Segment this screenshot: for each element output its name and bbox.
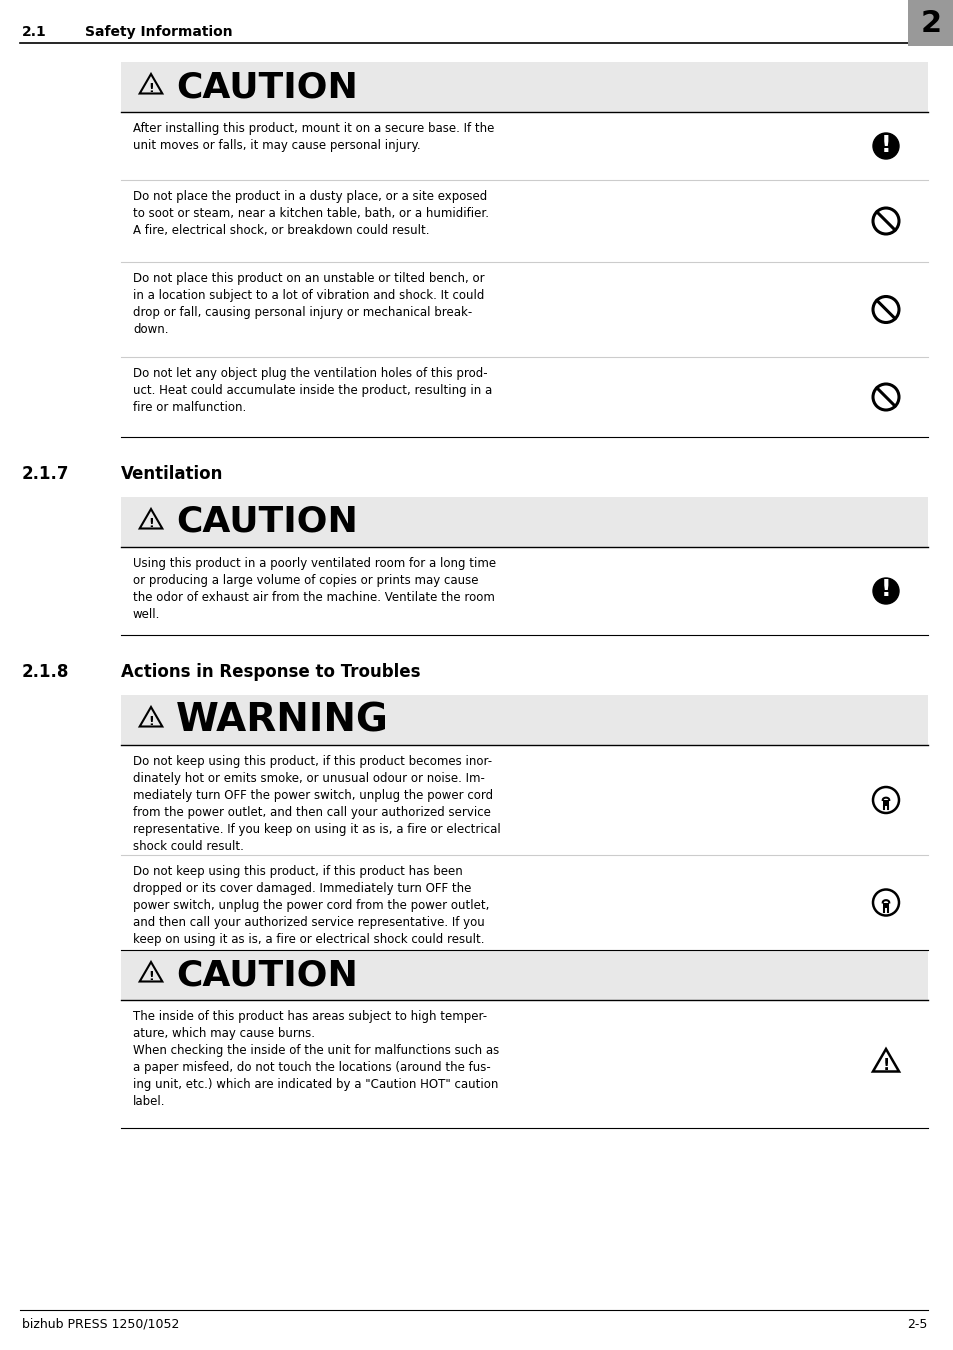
Text: !: ! [148,714,153,728]
Text: !: ! [880,134,890,157]
Text: CAUTION: CAUTION [175,70,357,104]
Text: Do not place the product in a dusty place, or a site exposed
to soot or steam, n: Do not place the product in a dusty plac… [132,190,489,238]
Text: bizhub PRESS 1250/1052: bizhub PRESS 1250/1052 [22,1318,179,1331]
Text: !: ! [148,969,153,983]
Text: 2: 2 [920,8,941,38]
Text: Do not let any object plug the ventilation holes of this prod-
uct. Heat could a: Do not let any object plug the ventilati… [132,367,492,414]
Text: 2-5: 2-5 [906,1318,927,1331]
Text: 2.1.7: 2.1.7 [22,464,70,483]
FancyBboxPatch shape [121,62,927,112]
FancyBboxPatch shape [121,695,927,745]
Text: Do not keep using this product, if this product becomes inor-
dinately hot or em: Do not keep using this product, if this … [132,755,500,853]
Text: After installing this product, mount it on a secure base. If the
unit moves or f: After installing this product, mount it … [132,122,494,153]
FancyBboxPatch shape [121,497,927,547]
Text: CAUTION: CAUTION [175,958,357,992]
Text: Actions in Response to Troubles: Actions in Response to Troubles [121,663,420,680]
Text: !: ! [148,517,153,529]
Text: 2.1.8: 2.1.8 [22,663,70,680]
FancyBboxPatch shape [882,801,888,806]
Text: Safety Information: Safety Information [85,26,233,39]
Text: The inside of this product has areas subject to high temper-
ature, which may ca: The inside of this product has areas sub… [132,1010,498,1108]
Text: CAUTION: CAUTION [175,505,357,539]
FancyBboxPatch shape [882,903,888,909]
Text: 2.1: 2.1 [22,26,47,39]
Text: Do not keep using this product, if this product has been
dropped or its cover da: Do not keep using this product, if this … [132,865,489,946]
Text: Ventilation: Ventilation [121,464,223,483]
Text: WARNING: WARNING [175,701,389,738]
Circle shape [872,134,898,159]
Circle shape [872,578,898,603]
FancyBboxPatch shape [907,0,953,46]
Text: !: ! [880,579,890,602]
Text: Using this product in a poorly ventilated room for a long time
or producing a la: Using this product in a poorly ventilate… [132,558,496,621]
Text: !: ! [148,81,153,95]
Text: !: ! [882,1057,889,1073]
FancyBboxPatch shape [121,950,927,1000]
Text: Do not place this product on an unstable or tilted bench, or
in a location subje: Do not place this product on an unstable… [132,271,484,336]
